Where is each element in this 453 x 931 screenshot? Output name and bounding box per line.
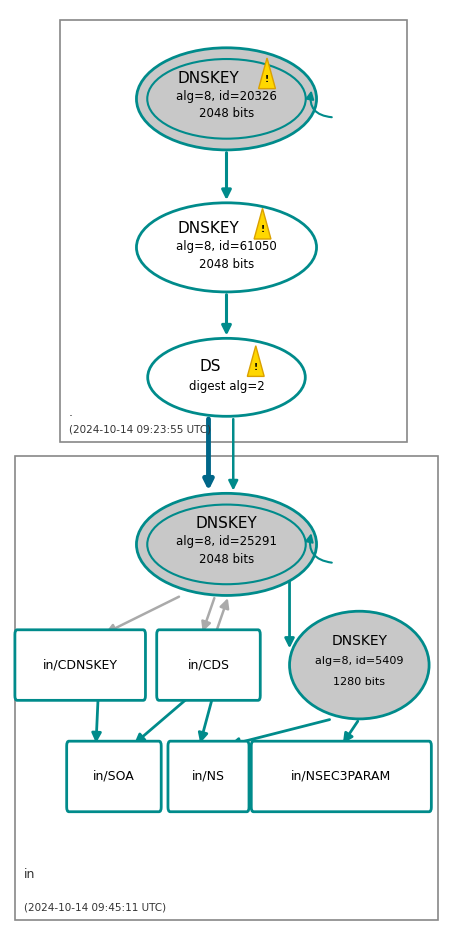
- FancyBboxPatch shape: [15, 629, 145, 700]
- FancyBboxPatch shape: [60, 20, 407, 442]
- Ellipse shape: [136, 203, 317, 292]
- Text: 1280 bits: 1280 bits: [333, 677, 386, 687]
- Ellipse shape: [136, 47, 317, 150]
- FancyBboxPatch shape: [157, 629, 260, 700]
- Text: digest alg=2: digest alg=2: [188, 380, 265, 393]
- FancyBboxPatch shape: [251, 741, 431, 812]
- Text: in/NS: in/NS: [192, 770, 225, 783]
- Text: 2048 bits: 2048 bits: [199, 258, 254, 271]
- Text: alg=8, id=20326: alg=8, id=20326: [176, 89, 277, 102]
- Text: in/NSEC3PARAM: in/NSEC3PARAM: [291, 770, 391, 783]
- Text: !: !: [265, 75, 269, 84]
- Text: .: .: [69, 406, 73, 419]
- Text: in/SOA: in/SOA: [93, 770, 135, 783]
- Polygon shape: [247, 345, 264, 376]
- Text: (2024-10-14 09:45:11 UTC): (2024-10-14 09:45:11 UTC): [24, 903, 166, 913]
- Text: DNSKEY: DNSKEY: [178, 71, 239, 86]
- Text: 2048 bits: 2048 bits: [199, 107, 254, 120]
- Ellipse shape: [136, 493, 317, 596]
- Ellipse shape: [289, 612, 429, 719]
- Text: in: in: [24, 869, 35, 882]
- Text: alg=8, id=61050: alg=8, id=61050: [176, 240, 277, 253]
- Text: (2024-10-14 09:23:55 UTC): (2024-10-14 09:23:55 UTC): [69, 425, 211, 435]
- FancyBboxPatch shape: [67, 741, 161, 812]
- FancyBboxPatch shape: [15, 456, 438, 921]
- Ellipse shape: [148, 338, 305, 416]
- Polygon shape: [254, 209, 271, 239]
- Text: !: !: [254, 363, 258, 371]
- Text: DNSKEY: DNSKEY: [196, 517, 257, 532]
- Text: alg=8, id=25291: alg=8, id=25291: [176, 535, 277, 548]
- Text: in/CDNSKEY: in/CDNSKEY: [43, 658, 118, 671]
- Text: in/CDS: in/CDS: [188, 658, 230, 671]
- Text: 2048 bits: 2048 bits: [199, 553, 254, 566]
- Text: !: !: [260, 225, 265, 235]
- Text: DNSKEY: DNSKEY: [331, 634, 387, 648]
- Text: DNSKEY: DNSKEY: [178, 222, 239, 236]
- Text: alg=8, id=5409: alg=8, id=5409: [315, 656, 404, 667]
- Text: DS: DS: [200, 358, 222, 373]
- FancyBboxPatch shape: [168, 741, 249, 812]
- Polygon shape: [259, 58, 275, 88]
